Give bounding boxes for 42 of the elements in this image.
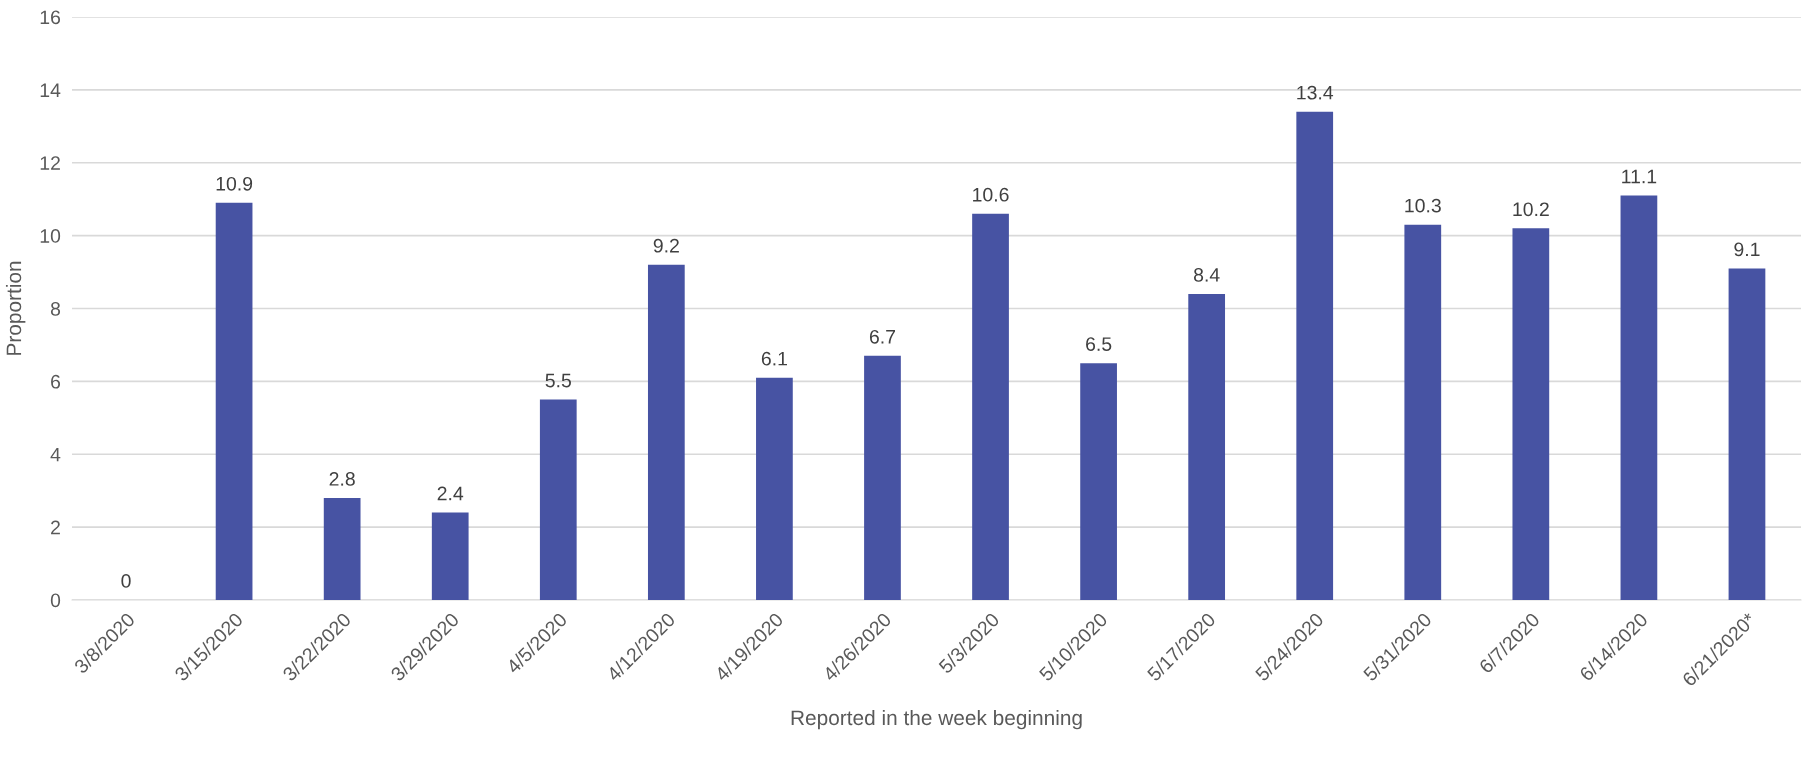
y-axis-title: Proportion — [5, 261, 26, 355]
bar — [1080, 363, 1117, 600]
data-label: 11.1 — [1622, 169, 1657, 184]
y-tick-label: 4 — [50, 447, 61, 462]
x-axis-title: Reported in the week beginning — [791, 709, 1082, 730]
y-tick-label: 16 — [40, 10, 61, 25]
data-label: 10.6 — [973, 187, 1009, 202]
data-label: 8.4 — [1193, 267, 1220, 282]
y-tick-label: 14 — [40, 83, 61, 97]
data-label: 13.4 — [1297, 85, 1334, 100]
data-label: 0 — [121, 574, 131, 588]
bar — [972, 213, 1009, 600]
data-label: 10.9 — [216, 176, 253, 191]
data-label: 9.1 — [1734, 242, 1760, 257]
bar — [1512, 228, 1550, 600]
y-tick-label: 12 — [40, 156, 60, 170]
data-label: 9.2 — [653, 238, 679, 253]
y-tick-label: 0 — [50, 593, 61, 608]
data-label: 6.1 — [761, 351, 787, 366]
bar — [647, 264, 685, 600]
bar — [1620, 195, 1658, 600]
data-label: 5.5 — [545, 373, 571, 388]
bar — [1404, 224, 1442, 600]
bar — [215, 202, 253, 600]
data-label: 6.7 — [869, 329, 896, 344]
y-tick-label: 8 — [50, 301, 61, 316]
data-label: 2.8 — [329, 472, 355, 486]
data-label: 10.3 — [1405, 198, 1441, 213]
data-label: 2.4 — [437, 486, 464, 501]
bar — [756, 377, 793, 600]
bar — [1296, 111, 1334, 600]
y-tick-label: 6 — [51, 374, 61, 389]
bar — [431, 512, 469, 600]
bar — [864, 355, 901, 600]
y-tick-label: 2 — [51, 520, 60, 535]
data-label: 10.2 — [1513, 202, 1549, 217]
data-label: 6.5 — [1086, 337, 1112, 351]
bar — [323, 497, 361, 600]
bar — [1728, 268, 1766, 600]
y-tick-label: 10 — [40, 229, 61, 243]
bar — [539, 399, 577, 600]
bar — [1188, 293, 1226, 600]
